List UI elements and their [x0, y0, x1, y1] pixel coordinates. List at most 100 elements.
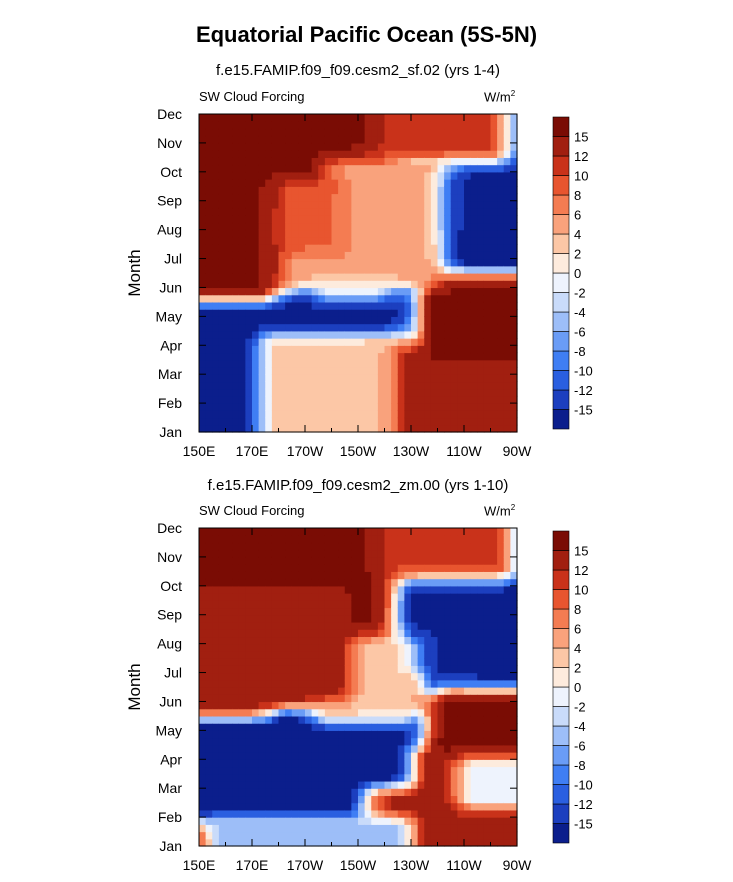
field-cell: [510, 287, 518, 296]
field-cell: [245, 679, 253, 688]
field-cell: [450, 802, 458, 811]
field-cell: [510, 773, 518, 782]
field-cell: [364, 301, 372, 310]
field-cell: [444, 410, 452, 419]
field-cell: [271, 694, 280, 703]
field-cell: [331, 244, 339, 252]
field-cell: [238, 578, 246, 587]
field-cell: [417, 374, 425, 383]
field-cell: [477, 766, 485, 775]
field-cell: [318, 643, 326, 652]
field-cell: [258, 171, 266, 180]
units-base: W/m: [484, 503, 511, 519]
field-cell: [437, 403, 445, 411]
field-cell: [351, 542, 359, 551]
field-cell: [351, 309, 359, 317]
field-cell: [364, 403, 372, 411]
field-cell: [424, 809, 432, 818]
field-cell: [384, 593, 392, 601]
field-cell: [238, 222, 246, 231]
field-cell: [331, 621, 339, 630]
field-cell: [212, 193, 220, 202]
field-cell: [351, 687, 359, 695]
field-cell: [404, 528, 412, 536]
field-cell: [503, 593, 511, 601]
field-cell: [278, 381, 286, 390]
field-cell: [444, 316, 452, 325]
field-cell: [305, 121, 313, 130]
field-cell: [205, 607, 213, 616]
field-cell: [477, 687, 485, 695]
field-cell: [265, 395, 273, 404]
field-cell: [430, 128, 439, 137]
field-cell: [444, 593, 452, 601]
field-cell: [510, 388, 518, 397]
field-cell: [358, 766, 366, 775]
field-cell: [404, 607, 412, 616]
field-cell: [503, 381, 511, 390]
field-cell: [318, 164, 326, 173]
field-cell: [391, 359, 399, 368]
field-cell: [371, 795, 379, 804]
field-cell: [232, 424, 240, 433]
field-cell: [205, 629, 213, 638]
field-cell: [324, 809, 333, 818]
field-cell: [324, 715, 333, 724]
field-cell: [245, 788, 253, 797]
field-cell: [232, 366, 240, 375]
field-cell: [477, 701, 485, 710]
field-cell: [338, 215, 346, 224]
field-cell: [464, 186, 472, 195]
field-cell: [417, 330, 425, 339]
field-cell: [510, 658, 518, 666]
field-cell: [344, 251, 352, 260]
field-cell: [457, 301, 465, 310]
field-cell: [430, 352, 439, 361]
field-cell: [318, 687, 326, 695]
field-cell: [503, 824, 511, 833]
field-cell: [510, 273, 518, 281]
field-cell: [225, 186, 233, 195]
field-cell: [358, 802, 366, 811]
field-cell: [483, 737, 492, 746]
field-cell: [278, 273, 286, 281]
field-cell: [464, 121, 472, 130]
field-cell: [483, 593, 492, 601]
field-cell: [364, 650, 372, 659]
field-cell: [503, 309, 511, 317]
field-cell: [285, 701, 293, 710]
field-cell: [205, 316, 213, 325]
field-cell: [252, 417, 260, 426]
field-cell: [490, 287, 498, 296]
field-cell: [305, 723, 313, 731]
field-cell: [331, 817, 339, 825]
field-cell: [232, 585, 240, 594]
field-cell: [497, 395, 505, 404]
field-cell: [377, 229, 386, 238]
field-cell: [298, 244, 306, 252]
field-cell: [358, 556, 366, 565]
field-cell: [232, 193, 240, 202]
field-cell: [324, 114, 333, 122]
field-cell: [510, 142, 518, 151]
field-cell: [344, 258, 352, 267]
field-cell: [437, 366, 445, 375]
field-cell: [351, 359, 359, 368]
field-cell: [245, 614, 253, 623]
field-cell: [338, 142, 346, 151]
field-cell: [232, 338, 240, 346]
field-cell: [311, 374, 319, 383]
field-cell: [218, 265, 227, 274]
field-cell: [437, 542, 445, 551]
field-cell: [344, 301, 352, 310]
field-cell: [430, 280, 439, 289]
field-cell: [305, 658, 313, 666]
field-cell: [424, 359, 432, 368]
field-cell: [503, 701, 511, 710]
field-cell: [417, 135, 425, 144]
field-cell: [404, 564, 412, 572]
field-cell: [205, 287, 213, 296]
field-cell: [397, 164, 405, 173]
field-cell: [245, 258, 253, 267]
field-cell: [424, 229, 432, 238]
